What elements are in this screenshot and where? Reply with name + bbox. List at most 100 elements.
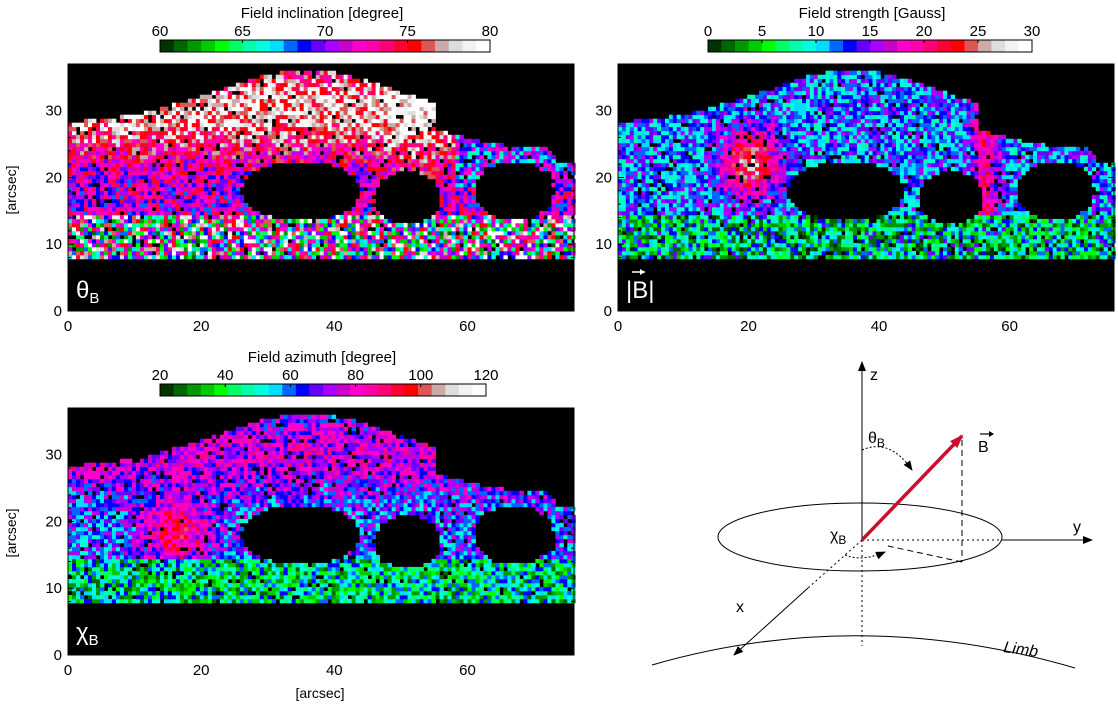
map-pixel bbox=[248, 107, 252, 111]
map-pixel bbox=[156, 187, 160, 191]
map-pixel bbox=[244, 163, 248, 167]
map-pixel bbox=[720, 251, 724, 255]
map-pixel bbox=[340, 95, 344, 99]
map-pixel bbox=[452, 243, 456, 247]
map-pixel bbox=[939, 239, 943, 243]
map-pixel bbox=[244, 99, 248, 103]
map-pixel bbox=[84, 139, 88, 143]
map-pixel bbox=[1025, 255, 1029, 259]
map-pixel bbox=[460, 167, 464, 171]
map-pixel bbox=[228, 163, 232, 167]
map-pixel bbox=[763, 251, 767, 255]
map-pixel bbox=[876, 227, 880, 231]
map-pixel bbox=[555, 231, 559, 235]
map-pixel bbox=[472, 159, 476, 163]
map-pixel bbox=[669, 223, 673, 227]
map-pixel bbox=[276, 127, 280, 131]
map-pixel bbox=[328, 119, 332, 123]
map-pixel bbox=[440, 223, 444, 227]
map-pixel bbox=[348, 219, 352, 223]
map-pixel bbox=[904, 227, 908, 231]
map-pixel bbox=[152, 171, 156, 175]
map-pixel bbox=[276, 75, 280, 79]
map-pixel bbox=[144, 183, 148, 187]
map-pixel bbox=[340, 159, 344, 163]
map-pixel bbox=[448, 191, 452, 195]
map-pixel bbox=[436, 143, 440, 147]
map-pixel bbox=[841, 227, 845, 231]
map-pixel bbox=[140, 207, 144, 211]
map-pixel bbox=[998, 255, 1002, 259]
map-pixel bbox=[432, 151, 436, 155]
map-pixel bbox=[152, 175, 156, 179]
map-pixel bbox=[340, 219, 344, 223]
map-pixel bbox=[567, 231, 571, 235]
map-pixel bbox=[408, 167, 412, 171]
map-pixel bbox=[252, 151, 256, 155]
map-pixel bbox=[296, 123, 300, 127]
map-pixel bbox=[951, 255, 955, 259]
map-pixel bbox=[634, 231, 638, 235]
map-pixel bbox=[160, 155, 164, 159]
map-pixel bbox=[696, 243, 700, 247]
map-pixel bbox=[448, 239, 452, 243]
map-pixel bbox=[392, 95, 396, 99]
map-pixel bbox=[416, 255, 420, 259]
map-pixel bbox=[408, 131, 412, 135]
map-pixel bbox=[507, 223, 511, 227]
map-pixel bbox=[515, 235, 519, 239]
map-pixel bbox=[216, 247, 220, 251]
map-pixel bbox=[468, 143, 472, 147]
map-pixel bbox=[352, 87, 356, 91]
map-pixel bbox=[388, 111, 392, 115]
map-pixel bbox=[360, 147, 364, 151]
map-pixel bbox=[519, 227, 523, 231]
map-pixel bbox=[487, 223, 491, 227]
map-pixel bbox=[653, 251, 657, 255]
map-pixel bbox=[192, 127, 196, 131]
map-pixel bbox=[248, 119, 252, 123]
map-pixel bbox=[412, 99, 416, 103]
map-pixel bbox=[220, 143, 224, 147]
colorbar-swatch bbox=[366, 40, 380, 52]
map-pixel bbox=[80, 231, 84, 235]
map-pixel bbox=[136, 159, 140, 163]
map-pixel bbox=[456, 247, 460, 251]
map-pixel bbox=[376, 135, 380, 139]
map-pixel bbox=[148, 111, 152, 115]
map-pixel bbox=[535, 251, 539, 255]
map-pixel bbox=[380, 231, 384, 235]
map-pixel bbox=[80, 179, 84, 183]
map-pixel bbox=[296, 247, 300, 251]
map-pixel bbox=[531, 231, 535, 235]
map-pixel bbox=[523, 147, 527, 151]
map-pixel bbox=[200, 219, 204, 223]
map-pixel bbox=[364, 159, 368, 163]
map-pixel bbox=[484, 243, 488, 247]
map-pixel bbox=[786, 255, 790, 259]
map-pixel bbox=[364, 155, 368, 159]
colorbar-swatch bbox=[174, 40, 188, 52]
map-pixel bbox=[292, 79, 296, 83]
colorbar-swatch bbox=[408, 40, 422, 52]
map-pixel bbox=[308, 83, 312, 87]
map-pixel bbox=[372, 139, 376, 143]
map-pixel bbox=[1002, 251, 1006, 255]
map-pixel bbox=[531, 147, 535, 151]
map-pixel bbox=[1041, 243, 1045, 247]
map-pixel bbox=[1092, 235, 1096, 239]
map-pixel bbox=[456, 191, 460, 195]
map-pixel bbox=[124, 147, 128, 151]
map-pixel bbox=[156, 211, 160, 215]
map-pixel bbox=[184, 243, 188, 247]
map-pixel bbox=[360, 155, 364, 159]
map-pixel bbox=[280, 115, 284, 119]
map-pixel bbox=[1006, 239, 1010, 243]
map-pixel bbox=[388, 231, 392, 235]
map-pixel bbox=[376, 91, 380, 95]
map-pixel bbox=[180, 147, 184, 151]
map-pixel bbox=[689, 227, 693, 231]
map-pixel bbox=[515, 151, 519, 155]
map-pixel bbox=[204, 115, 208, 119]
map-pixel bbox=[408, 103, 412, 107]
